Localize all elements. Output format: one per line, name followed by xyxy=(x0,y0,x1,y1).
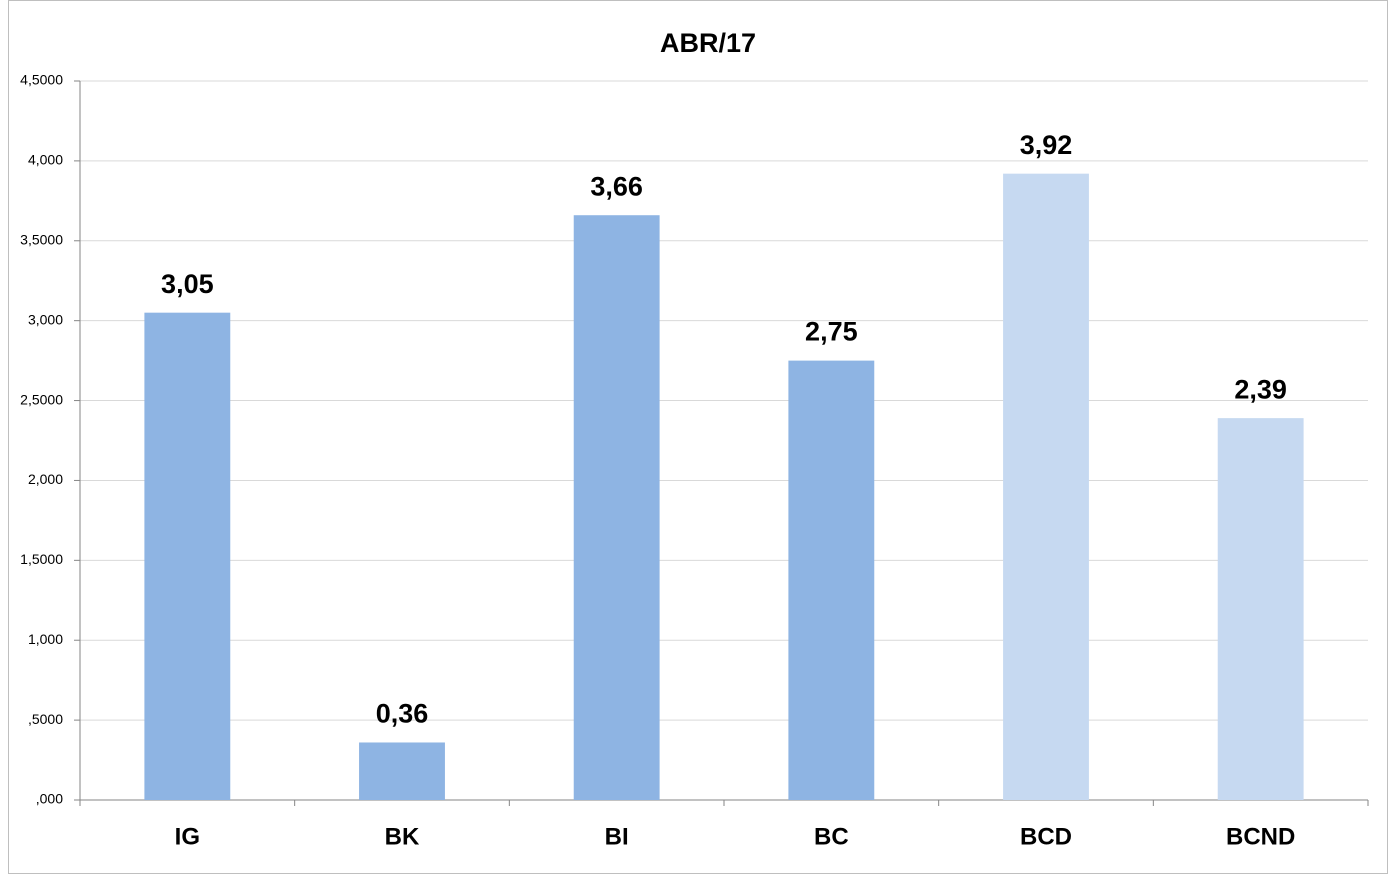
y-tick-label: ,000 xyxy=(36,791,63,807)
x-tick-label: BI xyxy=(605,823,629,850)
y-tick-label: 4,000 xyxy=(28,152,63,168)
bar xyxy=(359,742,445,800)
y-tick-label: 4,5000 xyxy=(20,72,63,88)
value-label: 3,66 xyxy=(590,171,643,201)
chart-title: ABR/17 xyxy=(660,28,756,58)
bar xyxy=(573,215,660,801)
y-tick-label: 1,5000 xyxy=(20,551,63,567)
value-label: 3,05 xyxy=(161,269,214,299)
y-tick-label: 2,5000 xyxy=(20,391,63,407)
x-tick-label: BCND xyxy=(1226,823,1295,850)
value-label: 2,39 xyxy=(1234,374,1287,404)
value-label: 0,36 xyxy=(376,699,429,729)
bar xyxy=(144,312,231,800)
y-tick-label: 1,000 xyxy=(28,631,63,647)
x-tick-label: IG xyxy=(175,823,200,850)
value-label: 3,92 xyxy=(1020,130,1073,160)
y-tick-label: 3,000 xyxy=(28,311,63,327)
y-tick-label: 2,000 xyxy=(28,471,63,487)
bar xyxy=(788,360,875,800)
chart-frame xyxy=(8,0,1388,874)
value-label: 2,75 xyxy=(805,317,858,347)
bar xyxy=(1003,173,1089,800)
x-tick-label: BCD xyxy=(1020,823,1072,850)
x-tick-label: BK xyxy=(385,823,420,850)
y-tick-label: ,5000 xyxy=(28,711,63,727)
bar xyxy=(1217,418,1304,800)
y-tick-label: 3,5000 xyxy=(20,231,63,247)
x-tick-label: BC xyxy=(814,823,849,850)
